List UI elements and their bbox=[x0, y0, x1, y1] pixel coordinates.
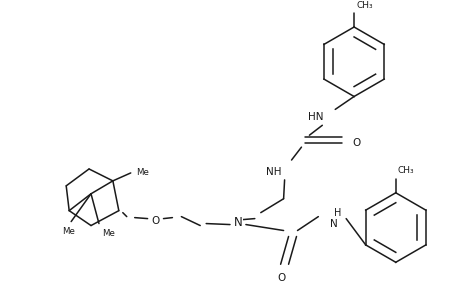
Text: HN: HN bbox=[307, 112, 323, 122]
Text: Me: Me bbox=[102, 229, 115, 238]
Text: CH₃: CH₃ bbox=[355, 1, 372, 10]
Text: Me: Me bbox=[135, 168, 148, 177]
Text: H: H bbox=[334, 208, 341, 218]
Text: CH₃: CH₃ bbox=[397, 167, 414, 176]
Text: N: N bbox=[330, 219, 337, 229]
Text: O: O bbox=[277, 273, 285, 283]
Text: N: N bbox=[233, 216, 242, 229]
Text: O: O bbox=[151, 216, 159, 226]
Text: O: O bbox=[351, 138, 359, 148]
Text: NH: NH bbox=[266, 167, 281, 177]
Text: Me: Me bbox=[62, 227, 74, 236]
